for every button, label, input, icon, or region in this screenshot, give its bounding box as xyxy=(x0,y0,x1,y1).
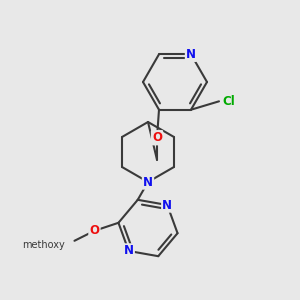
Text: N: N xyxy=(186,48,196,61)
Text: methoxy: methoxy xyxy=(22,240,64,250)
Text: O: O xyxy=(89,224,100,237)
Text: O: O xyxy=(152,131,162,144)
Text: Cl: Cl xyxy=(223,95,236,108)
Text: N: N xyxy=(162,199,172,212)
Text: N: N xyxy=(124,244,134,257)
Text: N: N xyxy=(143,176,153,188)
